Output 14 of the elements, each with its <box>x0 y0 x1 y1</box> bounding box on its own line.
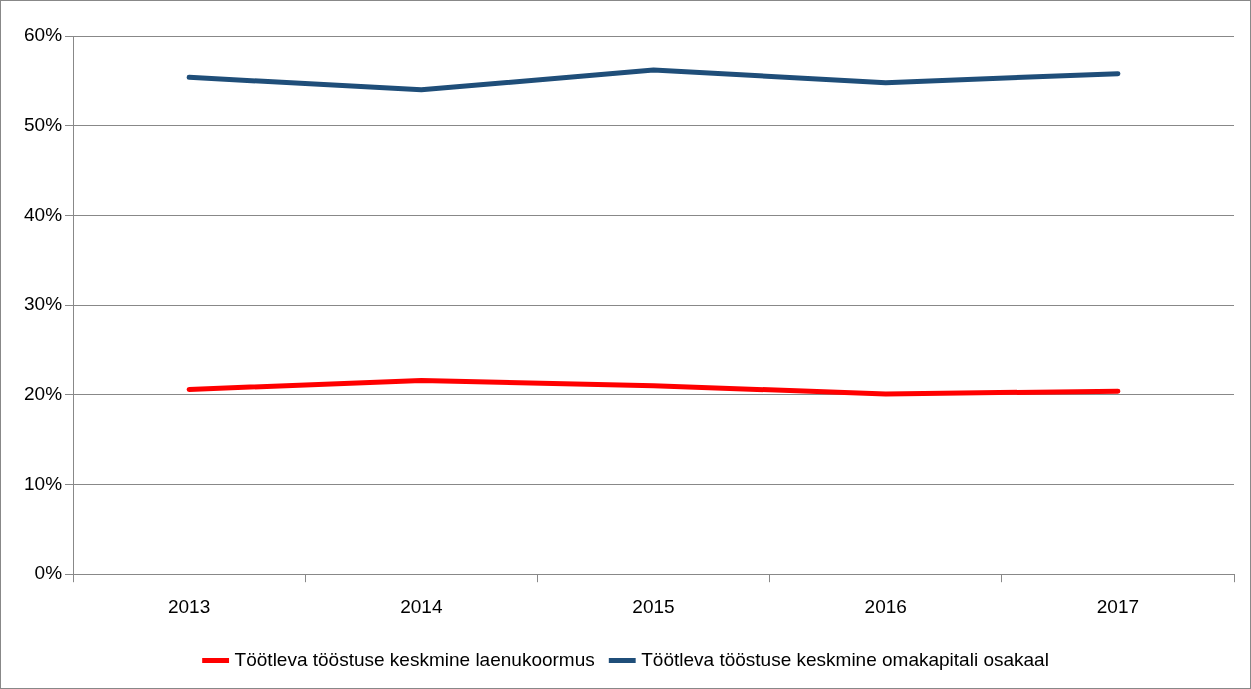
y-tick-label: 0% <box>34 562 63 584</box>
y-tick-label: 20% <box>24 383 63 405</box>
x-tick-label: 2015 <box>632 595 675 617</box>
legend-label: Töötleva tööstuse keskmine laenukoormus <box>234 648 595 670</box>
x-tick-label: 2013 <box>167 595 211 617</box>
legend-label: Töötleva tööstuse keskmine omakapitali osakaal <box>641 648 1049 670</box>
y-tick-label: 50% <box>24 113 63 135</box>
y-tick-label: 60% <box>24 24 63 46</box>
x-tick-label: 2014 <box>400 595 443 617</box>
x-tick-label: 2017 <box>1096 595 1140 617</box>
y-tick-label: 10% <box>24 472 63 494</box>
y-tick-label: 30% <box>24 293 63 315</box>
y-tick-label: 40% <box>24 203 63 225</box>
x-tick-label: 2016 <box>864 595 907 617</box>
